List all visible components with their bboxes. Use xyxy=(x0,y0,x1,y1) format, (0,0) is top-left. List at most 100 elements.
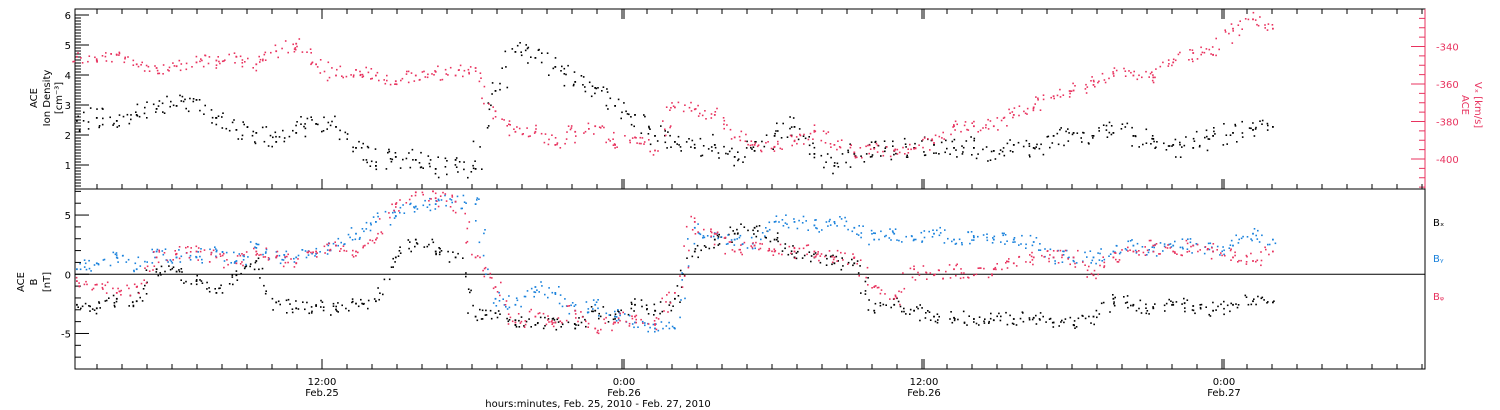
by-point xyxy=(414,205,417,208)
density-point xyxy=(394,152,397,154)
bz-point xyxy=(1115,258,1117,261)
bz-point xyxy=(212,249,215,252)
density-tick-label: 4 xyxy=(65,71,71,82)
bx-point xyxy=(181,271,183,273)
bz-point xyxy=(1245,254,1248,257)
vx-point xyxy=(902,146,904,149)
by-point xyxy=(402,204,404,206)
by-point xyxy=(781,219,784,221)
density-point xyxy=(699,137,702,140)
bz-point xyxy=(545,323,548,326)
vx-point xyxy=(1104,81,1107,84)
bz-point xyxy=(1199,249,1201,251)
by-point xyxy=(1252,232,1254,235)
vx-point xyxy=(1072,82,1074,85)
vx-point xyxy=(614,147,616,149)
vx-point xyxy=(255,69,258,72)
bx-point xyxy=(215,292,218,294)
vx-point xyxy=(1252,11,1255,14)
vx-point xyxy=(199,60,201,63)
bz-point xyxy=(1061,254,1064,256)
bz-point xyxy=(1012,262,1015,265)
density-point xyxy=(143,112,146,115)
vx-point xyxy=(179,69,182,72)
vx-point xyxy=(207,62,210,65)
density-point xyxy=(904,143,907,145)
bx-point xyxy=(860,292,862,294)
density-point xyxy=(664,134,666,137)
vx-point xyxy=(315,63,317,66)
bx-point xyxy=(1154,303,1156,305)
by-point xyxy=(787,226,790,229)
bx-point xyxy=(776,238,778,241)
bx-point xyxy=(984,318,986,320)
by-point xyxy=(807,229,809,231)
vx-point xyxy=(81,62,84,64)
density-point xyxy=(530,56,532,58)
vx-point xyxy=(1212,54,1214,56)
bz-point xyxy=(367,242,369,245)
by-point xyxy=(1135,252,1138,254)
vx-point xyxy=(605,141,607,144)
density-point xyxy=(836,162,839,165)
bz-point xyxy=(871,287,873,289)
vx-point xyxy=(671,102,673,104)
vx-point xyxy=(178,59,181,62)
bz-point xyxy=(324,252,326,254)
bz-point xyxy=(603,318,605,321)
density-point xyxy=(1040,143,1042,146)
vx-point xyxy=(195,61,198,64)
bx-point xyxy=(157,274,160,277)
bz-point xyxy=(1059,249,1062,252)
by-point xyxy=(693,242,696,245)
bz-point xyxy=(884,293,886,295)
time-axis: 12:00 Feb.25 0:00 Feb.26 12:00 Feb.26 0:… xyxy=(96,9,1423,410)
density-point xyxy=(1222,144,1225,146)
bx-point xyxy=(791,253,793,255)
density-point xyxy=(255,132,258,134)
bz-point xyxy=(1268,253,1270,256)
vx-point xyxy=(665,106,668,108)
density-point xyxy=(267,145,270,147)
vx-point xyxy=(865,145,867,148)
vx-point xyxy=(359,70,361,73)
bx-point xyxy=(978,324,980,326)
density-point xyxy=(1226,143,1228,145)
bx-point xyxy=(206,288,208,290)
bx-point xyxy=(132,304,135,307)
bz-point xyxy=(922,265,925,267)
bx-point xyxy=(438,247,440,249)
bx-point xyxy=(1113,303,1115,305)
by-point xyxy=(498,291,500,294)
bz-point xyxy=(963,272,965,274)
bz-point xyxy=(489,276,491,279)
vx-point xyxy=(370,68,373,70)
bx-point xyxy=(195,280,198,282)
vx-point xyxy=(1189,49,1191,51)
bz-point xyxy=(880,289,883,291)
density-point xyxy=(854,155,857,157)
vx-point xyxy=(535,128,537,130)
by-point xyxy=(936,229,938,232)
bx-point xyxy=(814,252,817,254)
bz-point xyxy=(715,233,718,235)
bz-point xyxy=(226,259,228,261)
bz-point xyxy=(980,267,982,269)
bx-point xyxy=(115,297,118,300)
density-point xyxy=(723,145,725,148)
vx-point xyxy=(1168,63,1170,65)
vx-point xyxy=(726,124,728,126)
bz-point xyxy=(790,252,792,255)
bz-point xyxy=(175,252,178,255)
bz-point xyxy=(1169,247,1172,249)
bx-point xyxy=(580,321,583,324)
density-point xyxy=(525,44,527,46)
by-point xyxy=(1100,248,1102,250)
bz-point xyxy=(1238,259,1240,262)
vx-point xyxy=(853,151,856,154)
density-point xyxy=(514,51,517,53)
bz-point xyxy=(197,259,199,261)
vx-point xyxy=(1247,18,1250,21)
density-point xyxy=(288,135,291,138)
bz-point xyxy=(739,248,741,251)
